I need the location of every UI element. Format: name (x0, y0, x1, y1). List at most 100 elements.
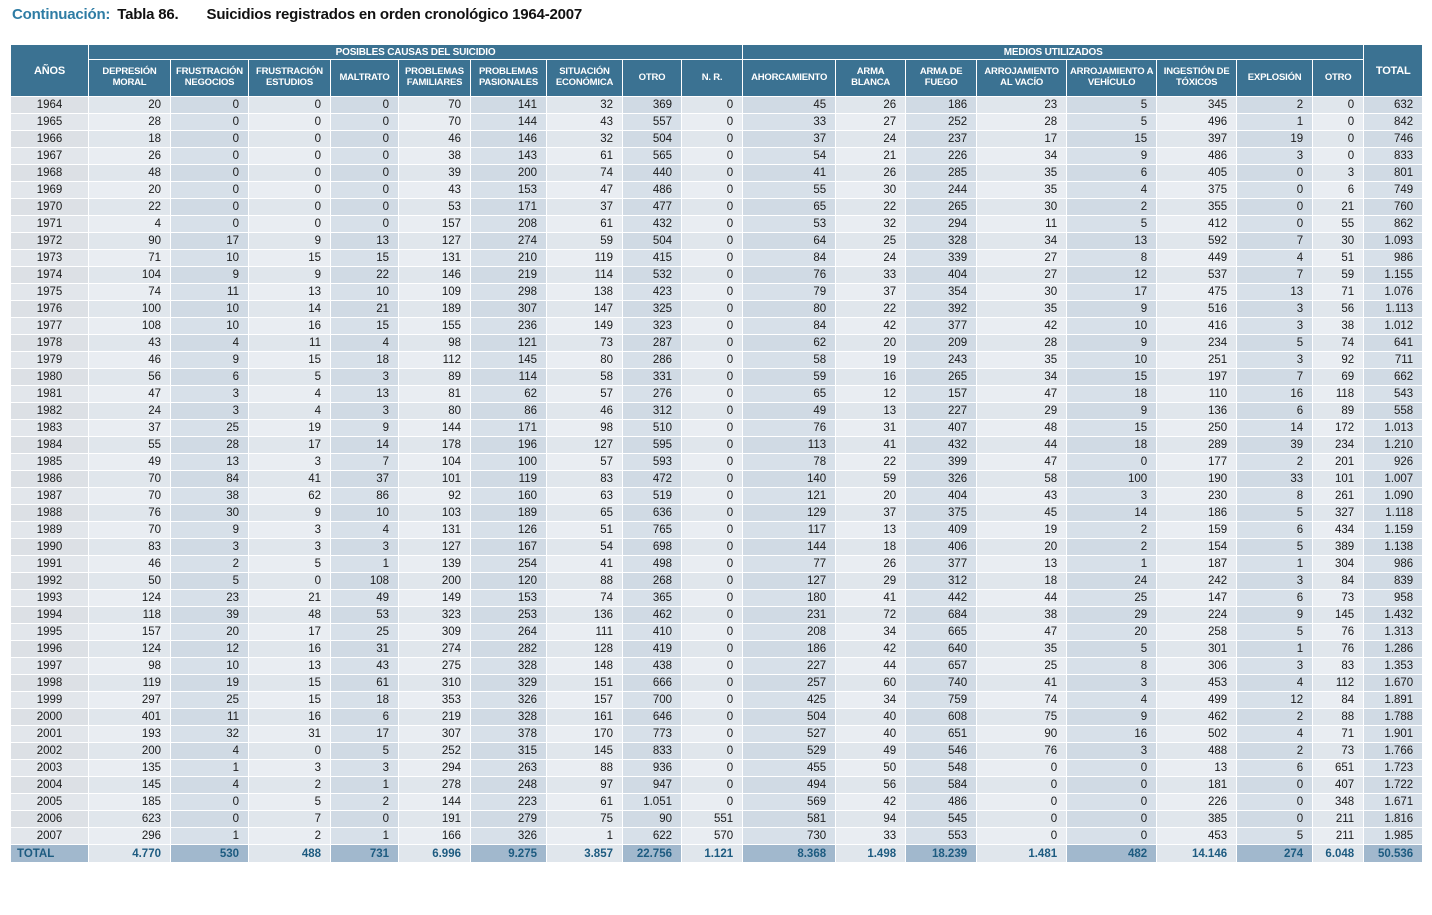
data-cell: 45 (742, 96, 837, 114)
data-cell: 35 (976, 181, 1068, 199)
year-cell: 1964 (10, 96, 89, 114)
data-cell: 153 (470, 181, 547, 199)
data-cell: 114 (546, 266, 623, 284)
data-cell: 296 (88, 827, 171, 845)
data-cell: 0 (680, 130, 744, 148)
data-cell: 118 (88, 606, 171, 624)
data-cell: 19 (1236, 130, 1314, 148)
data-cell: 862 (1363, 215, 1424, 233)
data-cell: 88 (546, 572, 623, 590)
year-cell: 1982 (10, 402, 89, 420)
data-cell: 25 (170, 691, 249, 709)
data-cell: 1.723 (1363, 759, 1424, 777)
data-cell: 37 (330, 470, 399, 488)
data-cell: 0 (680, 555, 744, 573)
data-cell: 2 (330, 793, 399, 811)
data-cell: 1.118 (1363, 504, 1424, 522)
group-header-medios: MEDIOS UTILIZADOS (742, 44, 1365, 60)
data-cell: 86 (330, 487, 399, 505)
data-cell: 53 (330, 606, 399, 624)
data-cell: 145 (546, 742, 623, 760)
data-cell: 75 (546, 810, 623, 828)
data-cell: 51 (1312, 249, 1365, 267)
year-cell: 1994 (10, 606, 89, 624)
data-cell: 19 (835, 351, 907, 369)
data-cell: 0 (680, 283, 744, 301)
data-cell: 44 (835, 657, 907, 675)
data-cell: 83 (88, 538, 171, 556)
data-cell: 0 (1236, 164, 1314, 182)
data-cell: 17 (248, 623, 331, 641)
data-cell: 11 (976, 215, 1068, 233)
data-cell: 3 (248, 759, 331, 777)
data-cell: 584 (905, 776, 978, 794)
data-cell: 12 (835, 385, 907, 403)
data-cell: 0 (170, 164, 249, 182)
data-cell: 15 (1066, 419, 1158, 437)
data-cell: 608 (905, 708, 978, 726)
data-cell: 773 (622, 725, 682, 743)
table-row: 2000 401 11 16 6 219 328 161 646 0 504 40 608 75 9 462 2… (10, 708, 1424, 726)
data-cell: 166 (398, 827, 471, 845)
data-cell: 20 (88, 96, 171, 114)
data-cell: 4 (170, 334, 249, 352)
data-cell: 21 (330, 300, 399, 318)
data-cell: 3 (248, 538, 331, 556)
data-cell: 108 (330, 572, 399, 590)
data-cell: 250 (1156, 419, 1238, 437)
data-cell: 70 (398, 113, 471, 131)
data-cell: 61 (330, 674, 399, 692)
year-cell: 1987 (10, 487, 89, 505)
data-cell: 24 (835, 249, 907, 267)
data-cell: 74 (1312, 334, 1365, 352)
data-cell: 1 (330, 555, 399, 573)
data-cell: 7 (248, 810, 331, 828)
data-cell: 31 (248, 725, 331, 743)
data-cell: 730 (742, 827, 837, 845)
data-cell: 0 (248, 130, 331, 148)
data-cell: 127 (398, 538, 471, 556)
data-cell: 462 (1156, 708, 1238, 726)
data-cell: 765 (622, 521, 682, 539)
data-cell: 4 (1236, 249, 1314, 267)
table-row: 1989 70 9 3 4 131 126 51 765 0 117 13 409 19 2 159 6 434 1… (10, 521, 1424, 539)
data-cell: 651 (905, 725, 978, 743)
data-cell: 9.275 (470, 844, 547, 863)
data-cell: 0 (248, 164, 331, 182)
year-cell: 2004 (10, 776, 89, 794)
data-cell: 38 (1312, 317, 1365, 335)
data-cell: 219 (470, 266, 547, 284)
data-cell: 148 (546, 657, 623, 675)
data-cell: 0 (248, 742, 331, 760)
data-cell: 1 (1236, 113, 1314, 131)
data-cell: 833 (1363, 147, 1424, 165)
data-cell: 15 (1066, 368, 1158, 386)
data-cell: 54 (546, 538, 623, 556)
data-cell: 15 (1066, 130, 1158, 148)
data-cell: 2 (1066, 521, 1158, 539)
data-cell: 48 (88, 164, 171, 182)
data-cell: 0 (170, 130, 249, 148)
data-cell: 0 (680, 300, 744, 318)
data-cell: 986 (1363, 249, 1424, 267)
data-cell: 0 (330, 96, 399, 114)
data-cell: 0 (680, 317, 744, 335)
data-cell: 208 (470, 215, 547, 233)
data-cell: 1.891 (1363, 691, 1424, 709)
data-cell: 84 (1312, 572, 1365, 590)
data-cell: 18 (88, 130, 171, 148)
data-cell: 104 (398, 453, 471, 471)
data-cell: 623 (88, 810, 171, 828)
data-cell: 42 (976, 317, 1068, 335)
data-cell: 1.155 (1363, 266, 1424, 284)
data-cell: 1.498 (835, 844, 907, 863)
data-cell: 5 (1066, 640, 1158, 658)
data-cell: 3 (1236, 317, 1314, 335)
data-cell: 1 (1236, 640, 1314, 658)
data-cell: 3 (1066, 674, 1158, 692)
data-cell: 3 (330, 402, 399, 420)
data-cell: 425 (742, 691, 837, 709)
data-cell: 145 (1312, 606, 1365, 624)
data-cell: 200 (88, 742, 171, 760)
data-cell: 41 (835, 589, 907, 607)
